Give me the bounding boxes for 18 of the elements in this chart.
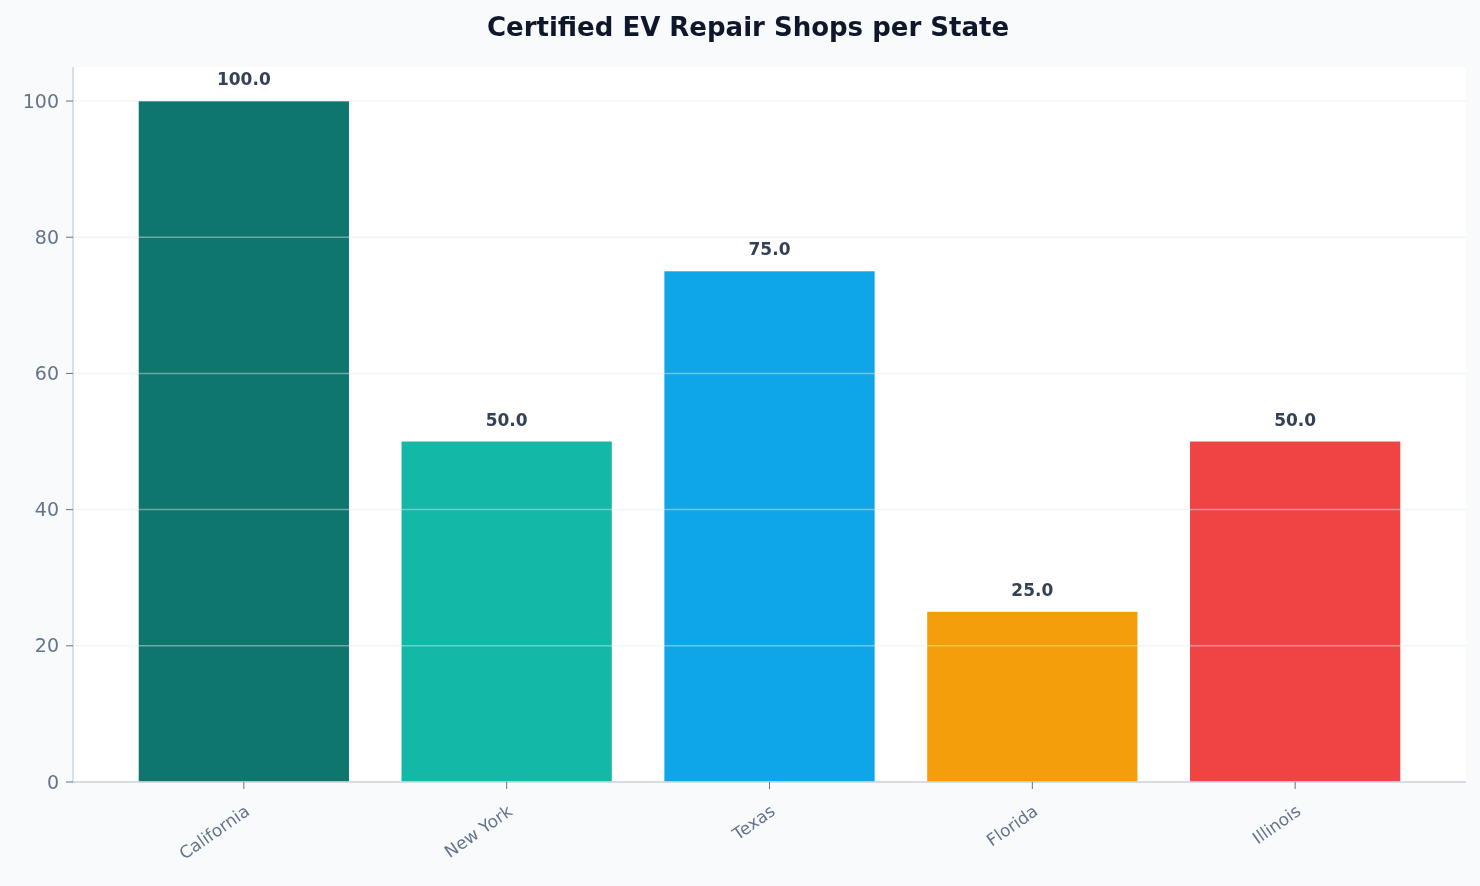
y-tick-label: 80	[34, 225, 59, 248]
data-label: 25.0	[1011, 579, 1054, 600]
bar	[138, 101, 349, 782]
chart-title: Certified EV Repair Shops per State	[486, 12, 1010, 42]
y-tick-label: 40	[34, 498, 59, 521]
bar	[664, 271, 875, 782]
data-label: 100.0	[216, 69, 271, 90]
data-label: 75.0	[748, 239, 791, 260]
bar	[1190, 441, 1401, 782]
y-tick-label: 60	[34, 362, 59, 385]
bar	[927, 611, 1138, 782]
data-label: 50.0	[1274, 409, 1317, 430]
y-tick-label: 100	[22, 89, 59, 112]
data-label: 50.0	[485, 409, 528, 430]
y-tick-label: 0	[46, 770, 59, 793]
y-tick-label: 20	[34, 634, 59, 657]
bar	[401, 441, 612, 782]
x-tick-label: New York	[440, 800, 516, 862]
